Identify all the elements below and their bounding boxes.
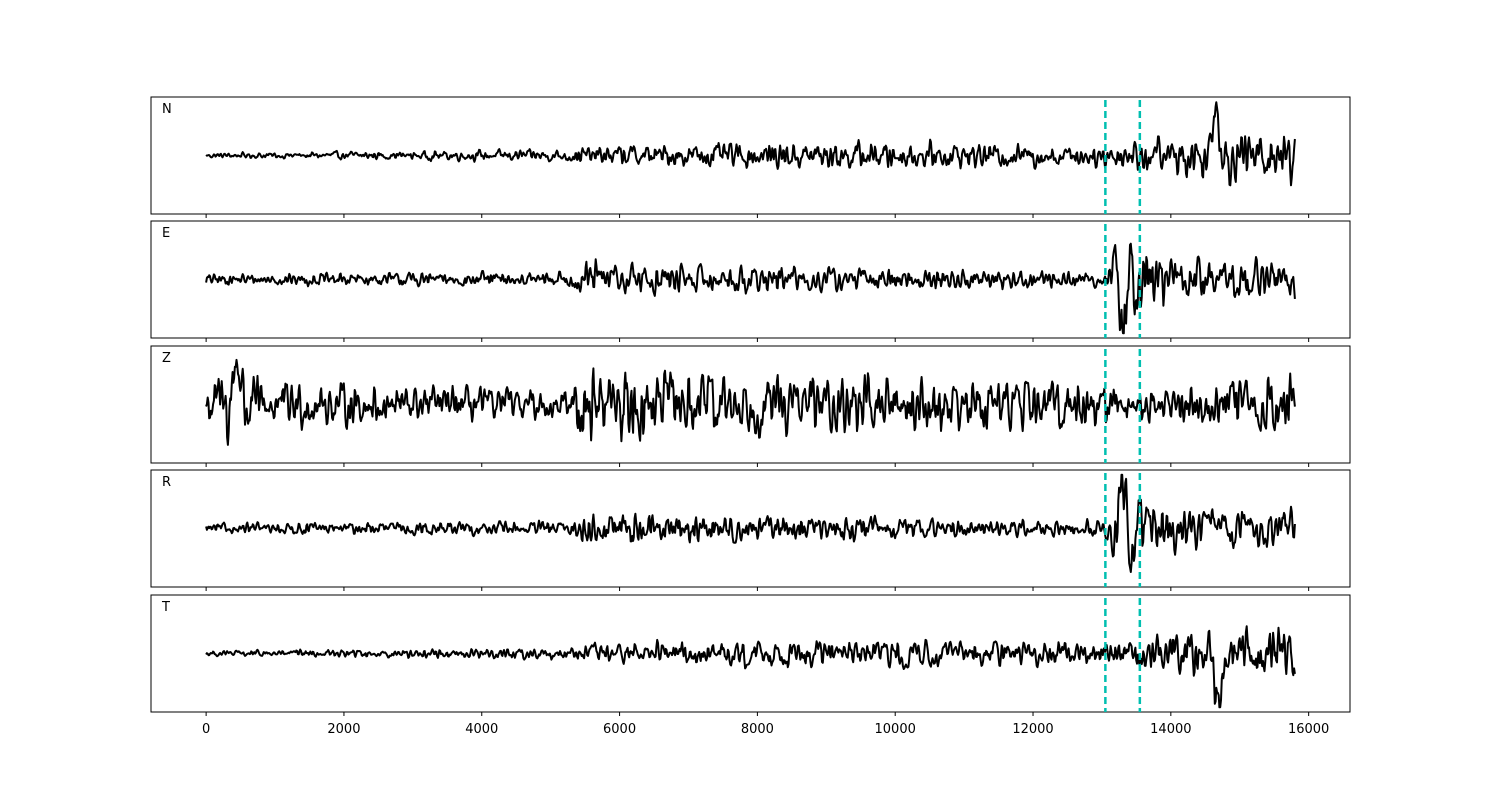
waveform-r: [205, 473, 1296, 573]
panel-label: T: [161, 600, 170, 615]
panel-r: R: [150, 469, 1351, 591]
panel-label: E: [162, 226, 170, 241]
panel-e: E: [150, 220, 1351, 342]
panel-label: N: [162, 102, 172, 117]
panel-frame: [150, 469, 1351, 588]
x-tick-label: 6000: [603, 722, 636, 737]
panel-frame: [150, 220, 1351, 339]
waveform-n: [205, 101, 1296, 187]
panel-label: Z: [162, 351, 171, 366]
waveform-z: [205, 358, 1296, 446]
waveform-t: [205, 625, 1296, 709]
x-tick-label: 2000: [327, 722, 360, 737]
x-tick-label: 8000: [741, 722, 774, 737]
panel-n: N: [150, 96, 1351, 218]
x-tick-label: 16000: [1288, 722, 1329, 737]
x-tick-label: 10000: [875, 722, 916, 737]
panel-frame: [150, 345, 1351, 464]
x-tick-label: 14000: [1150, 722, 1191, 737]
x-tick-label: 0: [202, 722, 210, 737]
panel-frame: [150, 96, 1351, 215]
panel-label: R: [162, 475, 171, 490]
panel-z: Z: [150, 345, 1351, 467]
x-tick-label: 12000: [1012, 722, 1053, 737]
waveform-e: [205, 242, 1296, 335]
x-tick-label: 4000: [465, 722, 498, 737]
panel-t: T: [150, 594, 1351, 716]
panel-frame: [150, 594, 1351, 713]
